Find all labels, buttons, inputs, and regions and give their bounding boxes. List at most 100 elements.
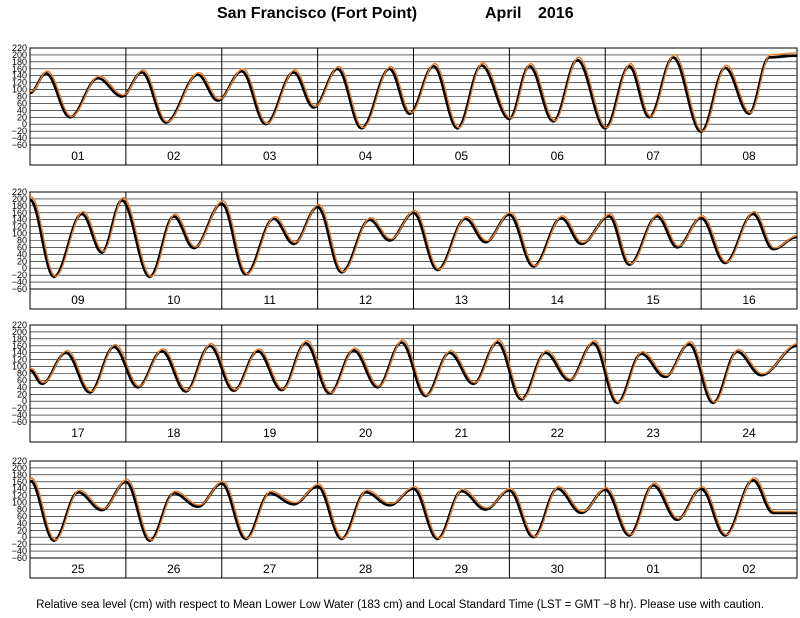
y-tick-label: −40 <box>12 133 27 143</box>
y-tick-label: 140 <box>12 484 27 494</box>
day-label: 27 <box>263 562 277 576</box>
y-tick-label: 60 <box>17 511 27 521</box>
day-label: 01 <box>71 149 85 163</box>
day-label: 08 <box>742 149 756 163</box>
y-tick-label: 60 <box>17 375 27 385</box>
day-label: 16 <box>742 293 756 307</box>
y-tick-label: 40 <box>17 105 27 115</box>
y-tick-label: 40 <box>17 382 27 392</box>
title-month: April <box>485 5 522 22</box>
y-tick-label: −60 <box>12 553 27 563</box>
y-tick-label: 180 <box>12 470 27 480</box>
y-tick-label: 200 <box>12 463 27 473</box>
day-label: 09 <box>71 293 85 307</box>
y-tick-label: 220 <box>12 456 27 466</box>
day-label: 22 <box>551 426 565 440</box>
day-label: 12 <box>359 293 373 307</box>
day-label: 29 <box>455 562 469 576</box>
y-tick-label: 180 <box>12 201 27 211</box>
y-tick-label: 160 <box>12 208 27 218</box>
y-tick-label: 0 <box>22 119 27 129</box>
y-tick-label: 220 <box>12 43 27 53</box>
y-tick-label: −20 <box>12 126 27 136</box>
day-label: 03 <box>263 149 277 163</box>
y-tick-label: 40 <box>17 518 27 528</box>
day-label: 06 <box>551 149 565 163</box>
y-tick-label: 20 <box>17 525 27 535</box>
y-tick-label: 120 <box>12 222 27 232</box>
y-tick-label: 40 <box>17 249 27 259</box>
y-tick-label: 160 <box>12 477 27 487</box>
y-tick-label: 160 <box>12 341 27 351</box>
day-label: 13 <box>455 293 469 307</box>
day-label: 26 <box>167 562 181 576</box>
y-tick-label: −60 <box>12 284 27 294</box>
title-place: San Francisco (Fort Point) <box>217 5 418 22</box>
chart-caption: Relative sea level (cm) with respect to … <box>36 599 764 611</box>
y-tick-label: 20 <box>17 389 27 399</box>
series-predicted-line <box>30 339 797 403</box>
y-tick-label: 60 <box>17 242 27 252</box>
y-tick-label: 0 <box>22 532 27 542</box>
day-label: 07 <box>647 149 661 163</box>
y-tick-label: −40 <box>12 410 27 420</box>
day-label: 21 <box>455 426 469 440</box>
y-tick-label: −20 <box>12 539 27 549</box>
day-label: 30 <box>551 562 565 576</box>
panel-4: −60−40−200204060801001201401601802002202… <box>12 456 798 579</box>
y-tick-label: 100 <box>12 362 27 372</box>
y-tick-label: −60 <box>12 417 27 427</box>
y-tick-label: 180 <box>12 57 27 67</box>
y-tick-label: 20 <box>17 256 27 266</box>
day-label: 18 <box>167 426 181 440</box>
series-observed-line <box>30 198 797 279</box>
day-label: 14 <box>551 293 565 307</box>
y-tick-label: 80 <box>17 236 27 246</box>
tide-chart: −60−40−200204060801001201401601802002200… <box>12 43 798 579</box>
day-label: 15 <box>647 293 661 307</box>
day-label: 02 <box>742 562 756 576</box>
y-tick-label: 140 <box>12 71 27 81</box>
y-tick-label: 220 <box>12 187 27 197</box>
day-label: 20 <box>359 426 373 440</box>
series-observed-line <box>30 478 797 543</box>
series-predicted-line <box>30 196 797 278</box>
y-tick-label: 80 <box>17 92 27 102</box>
y-tick-label: 0 <box>22 263 27 273</box>
y-tick-label: 200 <box>12 50 27 60</box>
y-tick-label: 140 <box>12 215 27 225</box>
y-tick-label: 220 <box>12 320 27 330</box>
day-label: 24 <box>742 426 756 440</box>
y-tick-label: −40 <box>12 546 27 556</box>
y-tick-label: 80 <box>17 369 27 379</box>
chart-title: San Francisco (Fort Point) April 2016 <box>0 5 800 27</box>
y-tick-label: 100 <box>12 229 27 239</box>
y-tick-label: 60 <box>17 98 27 108</box>
y-tick-label: 80 <box>17 505 27 515</box>
series-predicted-line <box>30 476 797 541</box>
day-label: 10 <box>167 293 181 307</box>
y-tick-label: 120 <box>12 78 27 88</box>
y-tick-label: 20 <box>17 112 27 122</box>
day-label: 23 <box>647 426 661 440</box>
day-label: 19 <box>263 426 277 440</box>
y-tick-label: 200 <box>12 327 27 337</box>
day-label: 05 <box>455 149 469 163</box>
y-tick-label: 200 <box>12 194 27 204</box>
day-label: 25 <box>71 562 85 576</box>
y-tick-label: 160 <box>12 64 27 74</box>
y-tick-label: 180 <box>12 334 27 344</box>
day-label: 02 <box>167 149 181 163</box>
y-tick-label: 120 <box>12 355 27 365</box>
y-tick-label: 120 <box>12 491 27 501</box>
title-year: 2016 <box>538 5 574 22</box>
day-label: 11 <box>263 293 276 307</box>
panel-3: −60−40−200204060801001201401601802002201… <box>12 320 798 443</box>
day-label: 01 <box>647 562 661 576</box>
y-tick-label: −20 <box>12 270 27 280</box>
day-label: 04 <box>359 149 373 163</box>
y-tick-label: 100 <box>12 498 27 508</box>
day-label: 28 <box>359 562 373 576</box>
y-tick-label: −60 <box>12 140 27 150</box>
